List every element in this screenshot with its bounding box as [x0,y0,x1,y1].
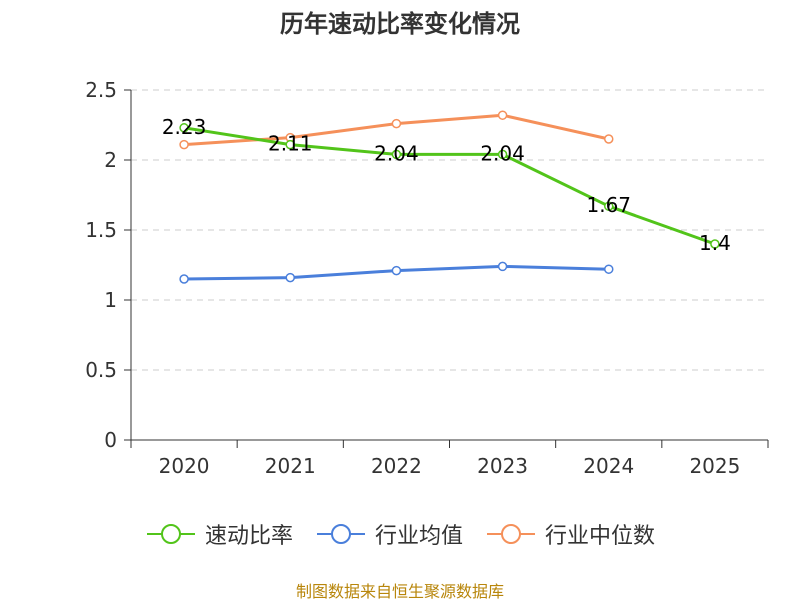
data-point [285,139,295,150]
y-tick-label: 0 [104,428,117,452]
data-point [391,118,402,129]
data-point [604,134,614,144]
series-line-0 [183,126,716,246]
y-tick-label: 1.5 [85,218,117,242]
data-point [179,274,189,284]
y-tick-label: 2.5 [85,78,117,102]
x-tick-label: 2023 [477,454,528,478]
x-tick-label: 2024 [583,454,634,478]
y-tick-label: 0.5 [85,358,117,382]
series-layer [179,110,720,284]
x-tick-label: 2025 [689,454,740,478]
legend-item-industry-median[interactable]: 行业中位数 [485,518,655,550]
data-point [179,123,189,133]
data-label: 2.04 [374,141,419,165]
legend-swatch-quick-ratio [146,524,195,544]
y-tick-label: 1 [104,288,117,312]
data-label: 2.23 [162,115,207,139]
data-label: 2.11 [268,132,313,156]
data-point [710,239,720,249]
y-tick-label: 2 [104,148,117,172]
data-point [179,139,189,150]
data-point [285,272,295,283]
data-point [604,264,614,274]
legend-label-quick-ratio: 速动比率 [204,524,293,549]
legend: 速动比率 行业均值 行业中位数 [0,518,800,550]
legend-label-industry-median: 行业中位数 [545,524,656,549]
chart-title: 历年速动比率变化情况 [280,10,520,38]
data-point [497,110,508,120]
data-point [391,149,402,160]
data-label: 1.67 [586,193,631,217]
data-label: 2.04 [480,141,525,165]
legend-item-industry-mean[interactable]: 行业均值 [315,518,463,550]
legend-swatch-industry-median [487,524,535,544]
x-tick-label: 2020 [159,454,210,478]
x-tick-label: 2022 [371,454,422,478]
x-tick-label: 2021 [265,454,316,478]
data-point [391,265,402,276]
grid-lines [131,89,768,371]
axes: 0 0.5 1 1.5 2 2.5 2020 2021 2022 2023 2024 2025 [85,78,769,478]
data-point [497,149,508,160]
data-source-note: 制图数据来自恒生聚源数据库 [295,582,504,601]
data-label: 1.4 [699,231,731,255]
data-point [604,201,614,211]
legend-item-quick-ratio[interactable]: 速动比率 [145,518,293,550]
legend-swatch-industry-mean [316,524,365,544]
data-point [497,261,508,272]
data-labels: 2.23 2.11 2.04 2.04 1.67 1.4 [162,115,731,255]
legend-label-industry-mean: 行业均值 [374,524,463,549]
